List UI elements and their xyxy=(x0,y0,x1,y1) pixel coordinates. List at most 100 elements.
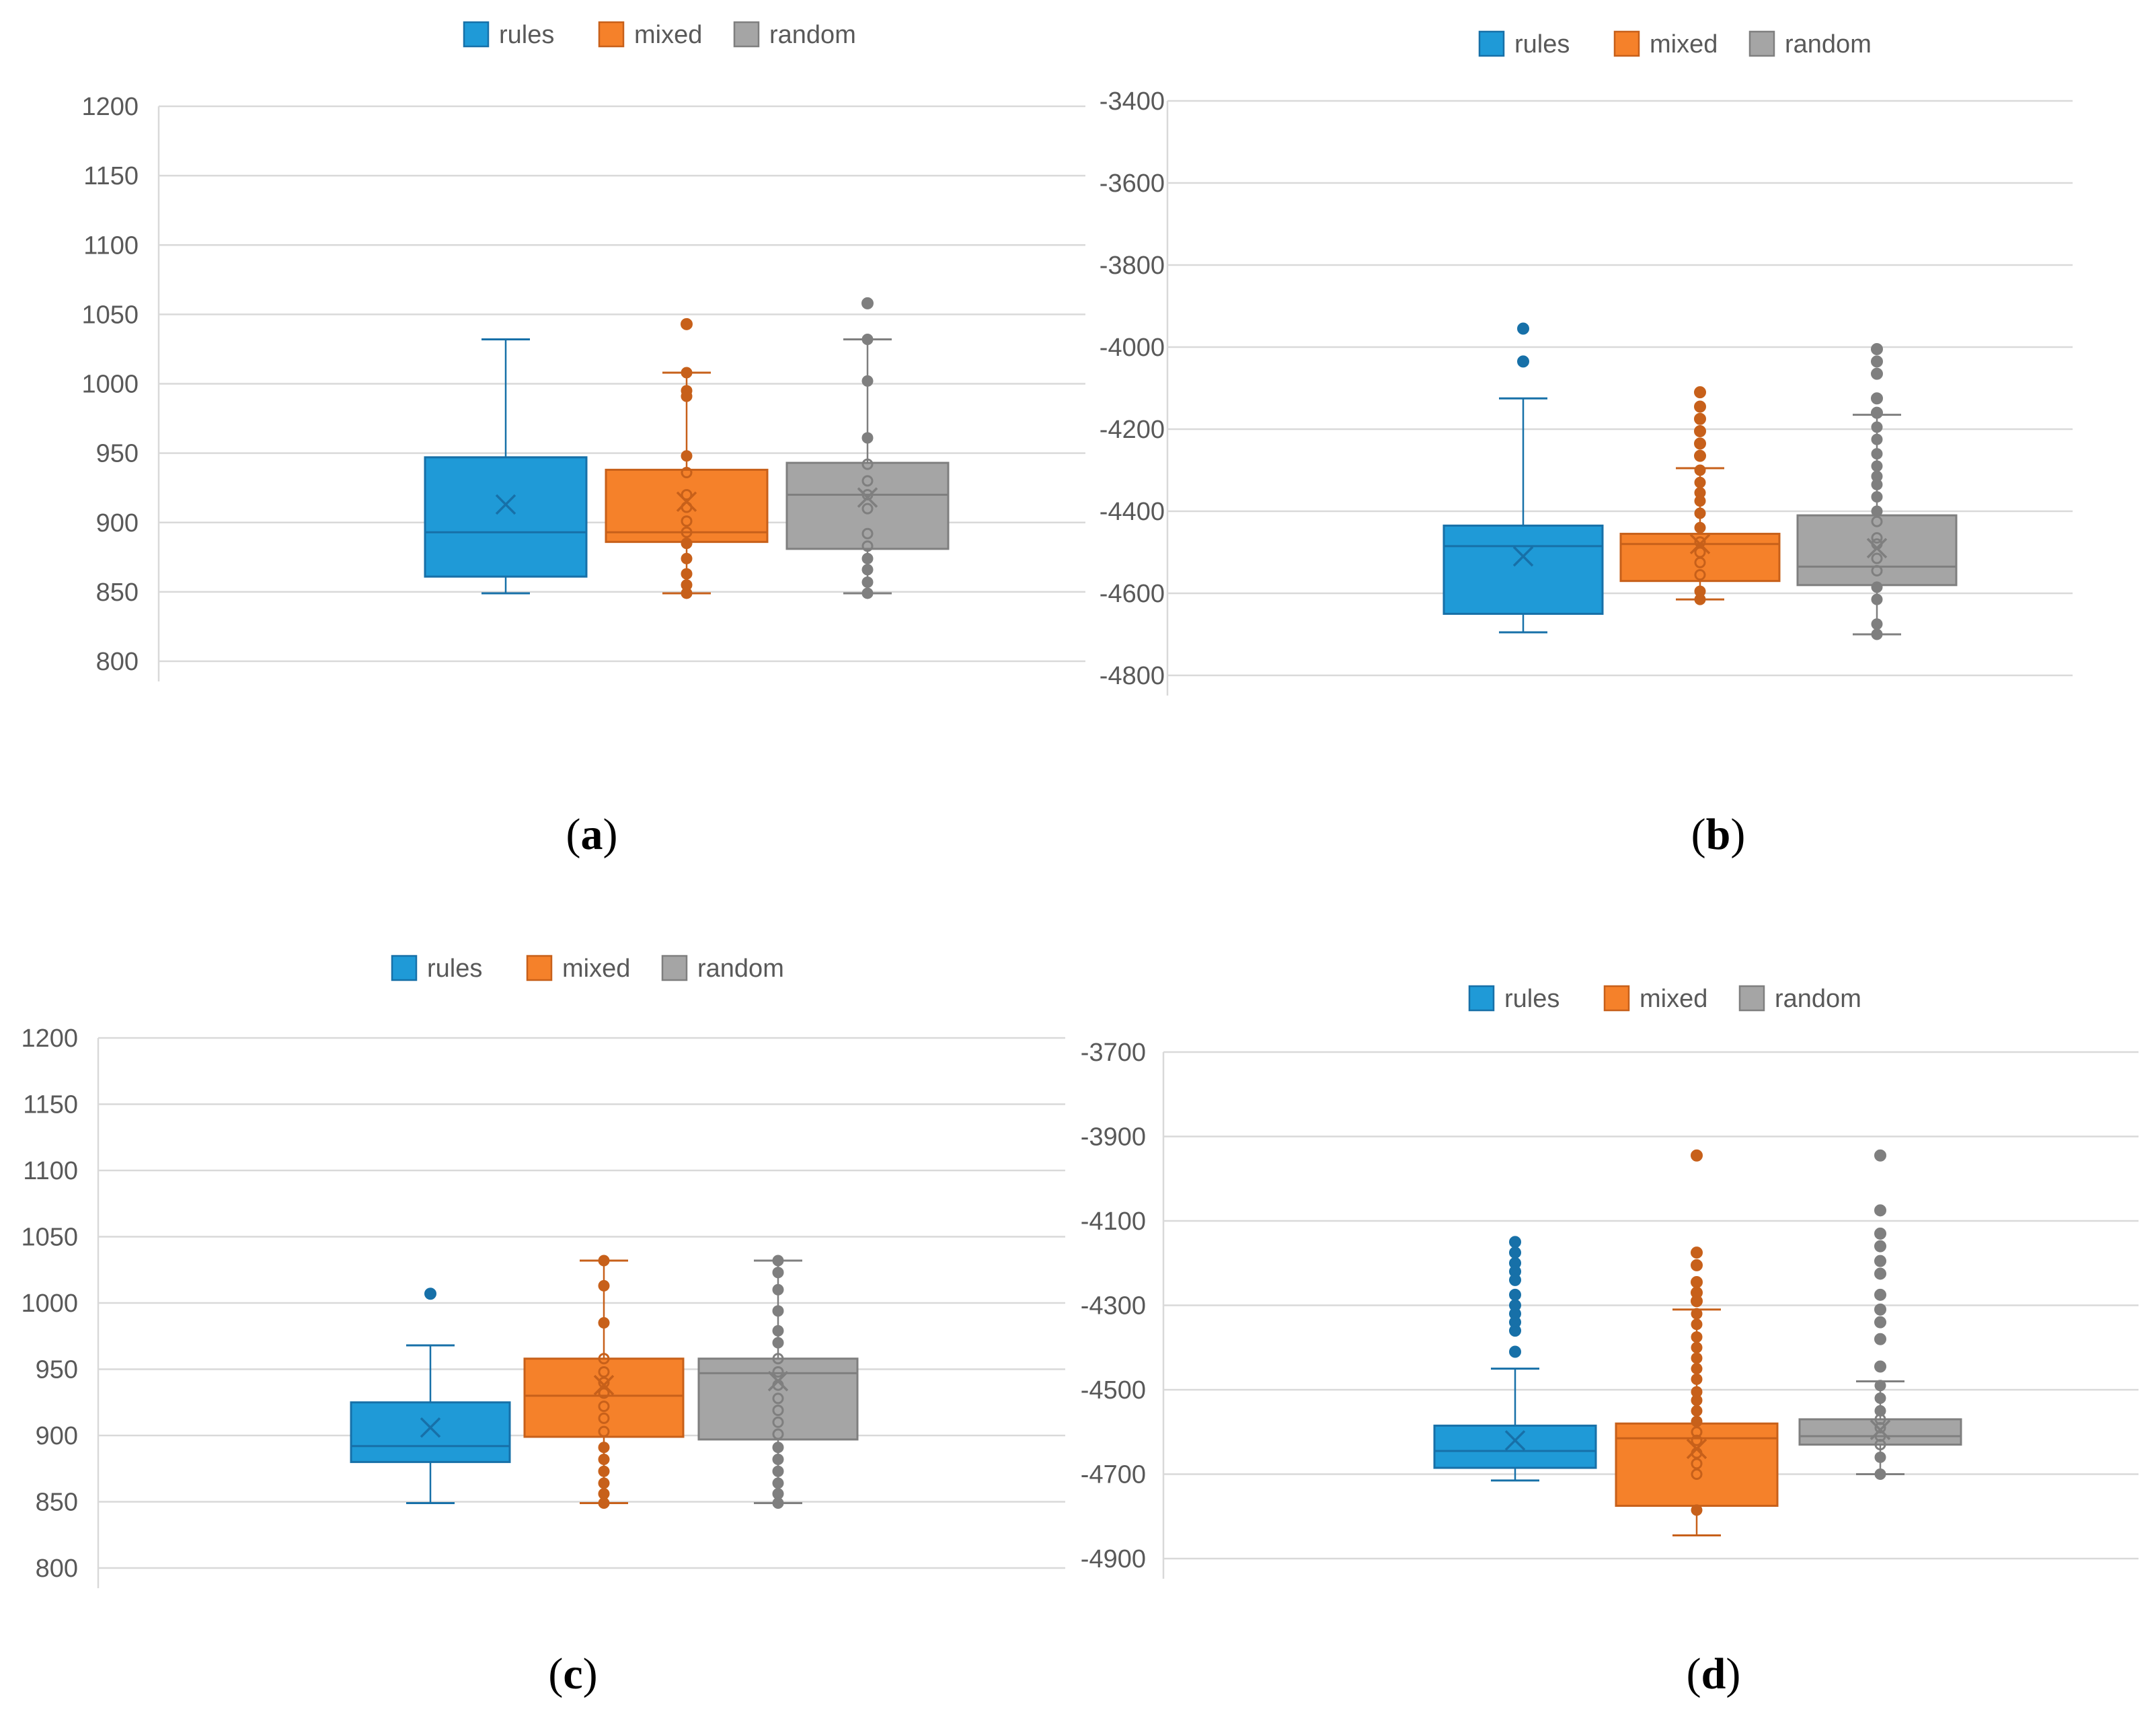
data-point xyxy=(1871,505,1883,517)
data-point xyxy=(1694,569,1706,581)
data-point xyxy=(772,1488,784,1500)
ytick-label: 1150 xyxy=(23,1091,78,1119)
caption-c-letter: c xyxy=(563,1649,582,1699)
legend-label-mixed: mixed xyxy=(1650,30,1718,59)
data-point xyxy=(1874,1405,1886,1417)
outlier-point xyxy=(424,1288,436,1300)
data-point xyxy=(681,385,693,397)
outlier-point xyxy=(1871,406,1883,419)
legend-swatch-rules xyxy=(391,955,418,981)
legend-swatch-rules xyxy=(1468,985,1495,1012)
data-point xyxy=(1874,1468,1886,1480)
outlier-point xyxy=(1694,386,1706,399)
box-random xyxy=(697,1255,859,1509)
data-point xyxy=(598,1353,610,1365)
data-point xyxy=(772,1267,784,1279)
outlier-point xyxy=(681,318,693,330)
data-point xyxy=(861,458,874,470)
legend-label-rules: rules xyxy=(1504,985,1560,1013)
data-point xyxy=(772,1392,784,1405)
ytick-label: 800 xyxy=(96,648,139,676)
data-point xyxy=(1871,593,1883,605)
outlier-point xyxy=(1509,1236,1521,1248)
data-point xyxy=(1691,1341,1703,1353)
data-point xyxy=(772,1465,784,1477)
data-point xyxy=(1871,628,1883,640)
ytick-label: -4400 xyxy=(1100,498,1165,526)
outlier-point xyxy=(1874,1267,1886,1280)
data-point xyxy=(1874,1392,1886,1405)
data-point xyxy=(681,367,693,379)
ytick-label: -4000 xyxy=(1100,334,1165,362)
data-point xyxy=(1871,460,1883,472)
data-point xyxy=(1691,1363,1703,1375)
data-point xyxy=(598,1387,610,1399)
data-point xyxy=(772,1453,784,1465)
legend-swatch-random xyxy=(1748,30,1775,57)
outlier-point xyxy=(1871,355,1883,368)
ytick-label: 1100 xyxy=(23,1157,78,1185)
grid-a xyxy=(157,105,1085,681)
box-mixed xyxy=(605,318,769,599)
data-point xyxy=(861,552,874,564)
ytick-label: -4200 xyxy=(1100,416,1165,444)
ytick-label: 1200 xyxy=(81,93,139,121)
data-point xyxy=(681,579,693,591)
data-point xyxy=(598,1255,610,1267)
data-point xyxy=(1694,585,1706,597)
data-point xyxy=(1874,1451,1886,1463)
data-point xyxy=(1691,1468,1703,1480)
outlier-point xyxy=(861,297,874,309)
data-point xyxy=(681,467,693,478)
panel-b: rules mixed random -3400 -3600 -3800 -4000 -42… xyxy=(1100,30,2073,859)
box-random xyxy=(785,297,950,599)
caption-a-letter: a xyxy=(581,810,603,859)
data-point xyxy=(598,1425,610,1438)
ytick-label: 900 xyxy=(96,509,139,537)
box-mixed xyxy=(1615,1149,1779,1536)
ytick-label: -3900 xyxy=(1081,1123,1146,1152)
legend-label-rules: rules xyxy=(1514,30,1570,59)
data-point xyxy=(598,1488,610,1500)
outlier-point xyxy=(1871,343,1883,356)
box-iqr xyxy=(605,468,769,544)
outlier-point xyxy=(1874,1303,1886,1316)
legend-label-mixed: mixed xyxy=(634,21,702,49)
data-point xyxy=(1691,1405,1703,1417)
outlier-point xyxy=(1691,1259,1703,1271)
ytick-label: 1150 xyxy=(83,162,139,190)
legend-c: rules mixed random xyxy=(391,955,784,983)
data-point xyxy=(1871,618,1883,630)
data-point xyxy=(1694,521,1706,533)
legend-b: rules mixed random xyxy=(1478,30,1872,59)
mean-marker xyxy=(857,487,878,508)
outlier-point xyxy=(1691,1295,1703,1308)
ytick-label: 1100 xyxy=(83,231,139,260)
outlier-point xyxy=(1509,1273,1521,1286)
data-point xyxy=(1871,433,1883,445)
caption-c: (c) xyxy=(548,1649,597,1699)
ytick-label: -4100 xyxy=(1081,1207,1146,1236)
mean-marker xyxy=(1504,1430,1526,1451)
boxes-d xyxy=(1433,1149,1962,1536)
box-rules xyxy=(350,1288,511,1504)
outlier-point xyxy=(1871,367,1883,380)
mean-marker xyxy=(420,1417,441,1438)
data-point xyxy=(598,1376,610,1388)
boxes-a xyxy=(424,297,950,599)
outlier-point xyxy=(1874,1288,1886,1301)
data-point xyxy=(772,1305,784,1317)
data-point xyxy=(861,375,874,387)
data-point xyxy=(598,1279,610,1292)
data-point xyxy=(1691,1352,1703,1364)
data-point xyxy=(1694,476,1706,488)
data-point xyxy=(1691,1504,1703,1516)
mean-marker xyxy=(1686,1438,1707,1460)
boxes-b xyxy=(1442,322,1958,640)
data-point xyxy=(772,1366,784,1378)
data-point xyxy=(598,1317,610,1329)
boxes-c xyxy=(350,1255,859,1509)
legend-swatch-random xyxy=(1738,985,1765,1012)
legend-label-rules: rules xyxy=(427,955,482,983)
data-point xyxy=(772,1442,784,1454)
